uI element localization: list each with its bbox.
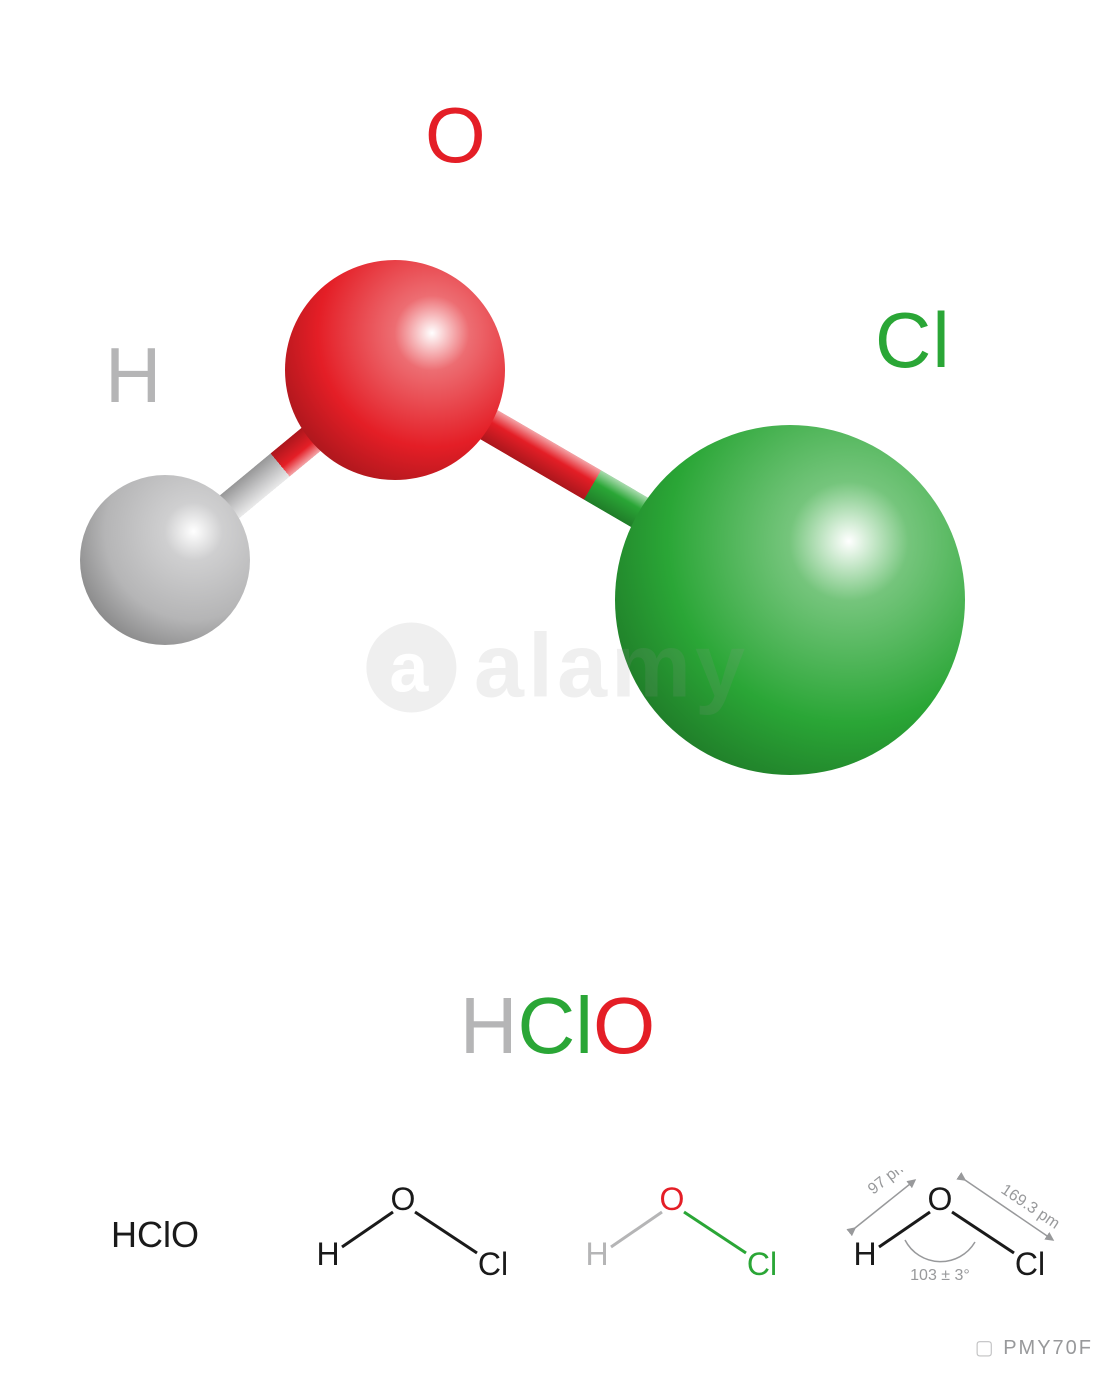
atom-oxygen [285,260,505,480]
image-id: ▢ PMY70F [975,1335,1093,1360]
svg-text:Cl: Cl [1015,1246,1045,1282]
svg-text:O: O [928,1181,953,1217]
atom-chlorine [615,425,965,775]
svg-text:O: O [391,1181,416,1217]
chemical-formula: HClO [0,980,1115,1072]
svg-text:103 ± 3°: 103 ± 3° [910,1267,970,1284]
mini-structure-color: H O Cl [577,1170,807,1300]
mini-geometry: H O Cl 97 pm 169.3 pm 103 ± 3° [845,1170,1075,1300]
svg-text:O: O [659,1181,684,1217]
label-chlorine: Cl [875,295,951,386]
mini-text-formula: HClO [40,1170,270,1300]
svg-text:H: H [585,1236,608,1272]
mini-structure-bw: H O Cl [308,1170,538,1300]
stock-watermark: a alamy [366,616,749,719]
svg-text:H: H [317,1236,340,1272]
svg-text:Cl: Cl [747,1246,777,1282]
representations-row: HClO H O Cl H O Cl H O Cl 97 pm 169.3 [40,1170,1075,1300]
svg-text:H: H [853,1236,876,1272]
svg-text:97 pm: 97 pm [865,1170,911,1198]
label-hydrogen: H [105,330,162,421]
atom-hydrogen [80,475,250,645]
label-oxygen: O [425,90,487,181]
svg-text:Cl: Cl [478,1246,508,1282]
molecule-diagram: O H Cl a alamy HClO HClO H O Cl H O Cl [0,0,1115,1390]
